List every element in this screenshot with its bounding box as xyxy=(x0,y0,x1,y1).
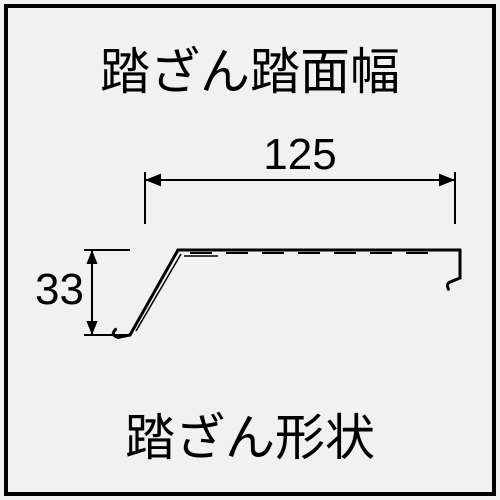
height-value: 33 xyxy=(35,265,84,315)
diagram-container: 踏ざん踏面幅 踏ざん形状 125 33 xyxy=(0,0,500,500)
width-value: 125 xyxy=(263,130,336,180)
title-bottom: 踏ざん形状 xyxy=(125,398,375,470)
title-top: 踏ざん踏面幅 xyxy=(100,32,400,104)
